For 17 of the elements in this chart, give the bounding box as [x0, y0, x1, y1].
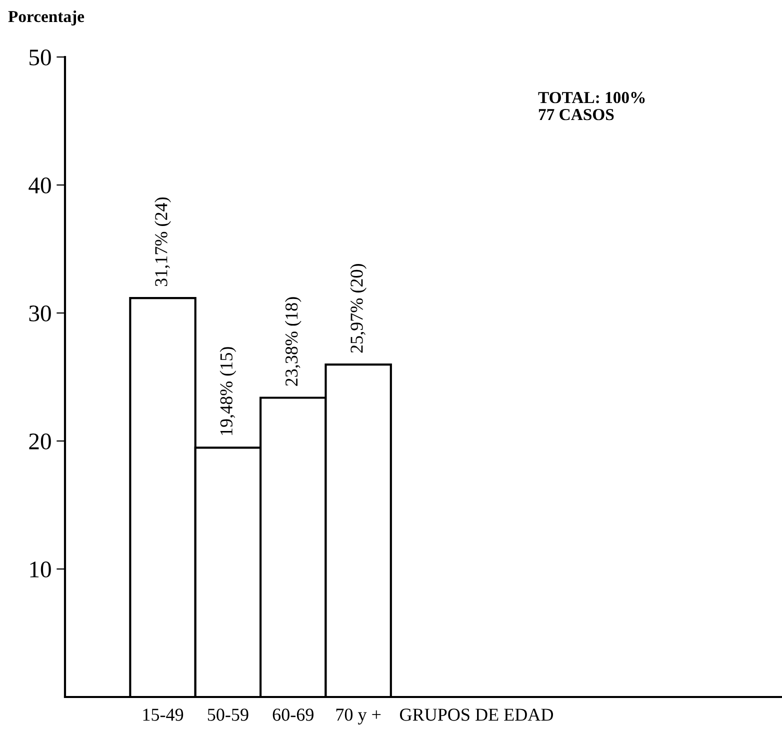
data-label: 19,48% (15): [220, 347, 236, 435]
y-axis-title: Porcentaje: [8, 10, 84, 26]
x-axis-title: GRUPOS DE EDAD: [400, 708, 554, 721]
y-tick-label: 30: [29, 305, 51, 322]
x-tick-label: 70 y +: [336, 708, 381, 724]
x-tick-label: 50-59: [208, 708, 248, 721]
y-tick-label: 40: [28, 177, 51, 194]
text: TOTAL: 100%: [538, 92, 645, 104]
data-label: 31,17% (24): [154, 197, 171, 286]
data-label: 23,38% (18): [284, 297, 302, 386]
text: 77 CASOS: [538, 108, 614, 120]
y-tick-label: 50: [30, 49, 51, 66]
y-tick-label: 20: [29, 433, 51, 450]
y-tick-label: 10: [30, 561, 51, 578]
x-tick-label: 15-49: [143, 708, 184, 721]
data-label: 25,97% (20): [350, 264, 367, 353]
x-tick-label: 60-69: [272, 708, 314, 721]
